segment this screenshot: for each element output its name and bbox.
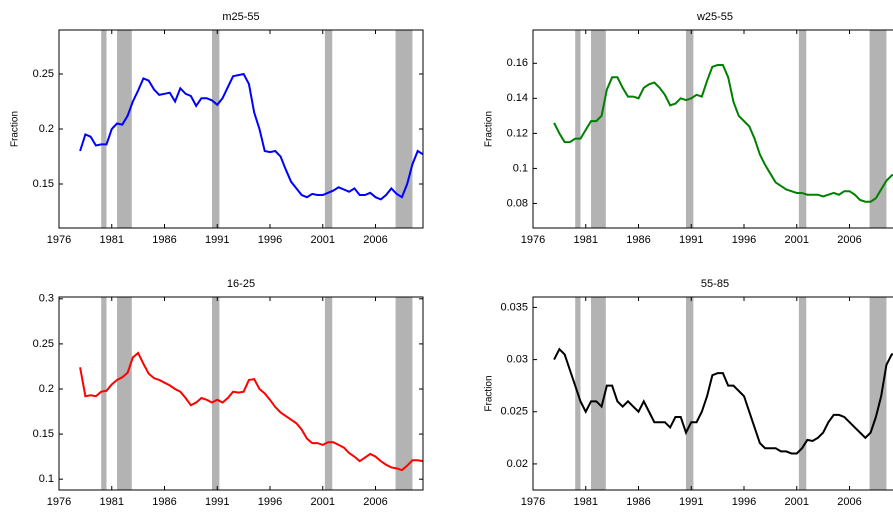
y-tick-label: 0.3 — [39, 293, 54, 305]
subplot-title: m25-55 — [222, 11, 259, 23]
x-tick-label: 1981 — [100, 234, 124, 246]
y-tick-label: 0.25 — [33, 68, 54, 80]
recession-band — [869, 297, 887, 490]
subplot: 1976 1981 1986 1991 1996 2001 2006 0.15 0.2 0.25 m… — [10, 11, 424, 246]
subplot-title: w25-55 — [696, 11, 733, 23]
x-tick-label: 2001 — [785, 234, 809, 246]
y-tick-label: 0.15 — [33, 178, 54, 190]
y-axis-label: Fraction — [484, 111, 495, 147]
x-tick-label: 1996 — [258, 496, 282, 508]
x-tick-label: 1986 — [626, 496, 650, 508]
y-tick-label: 0.16 — [507, 57, 528, 69]
x-tick-label: 1976 — [521, 234, 545, 246]
recession-band — [869, 30, 887, 228]
data-line — [79, 72, 424, 201]
x-tick-label: 2006 — [363, 234, 387, 246]
y-tick-label: 0.1 — [513, 162, 528, 174]
y-tick-label: 0.025 — [500, 406, 528, 418]
y-axis-label: Fraction — [10, 111, 21, 147]
axes-box — [58, 296, 424, 491]
x-tick-label: 2006 — [363, 496, 387, 508]
y-tick-label: 0.035 — [500, 301, 528, 313]
recession-band — [395, 297, 413, 490]
recession-band — [685, 297, 694, 490]
data-line — [553, 347, 893, 455]
recession-band — [211, 30, 220, 228]
x-tick-label: 1976 — [47, 234, 71, 246]
recession-band — [395, 30, 413, 228]
recession-band — [101, 297, 107, 490]
axes-box — [532, 296, 893, 491]
recession-band — [798, 297, 807, 490]
y-tick-label: 0.2 — [39, 123, 54, 135]
x-tick-label: 1991 — [205, 496, 229, 508]
axes-box — [532, 29, 893, 229]
x-tick-label: 1976 — [521, 496, 545, 508]
axes-box — [58, 29, 424, 229]
recession-band — [575, 30, 581, 228]
recession-band — [591, 30, 606, 228]
subplot: 1976 1981 1986 1991 1996 2001 2006 0.08 0.1 0.12 0… — [484, 11, 893, 246]
y-tick-label: 0.08 — [507, 197, 528, 209]
x-tick-label: 1991 — [679, 496, 703, 508]
data-line — [553, 64, 893, 203]
x-tick-label: 1996 — [258, 234, 282, 246]
y-tick-label: 0.03 — [507, 354, 528, 366]
x-tick-label: 1986 — [152, 234, 176, 246]
x-tick-label: 1986 — [152, 496, 176, 508]
recession-band — [324, 297, 333, 490]
y-axis-label: Fraction — [484, 375, 495, 411]
x-tick-label: 1981 — [574, 496, 598, 508]
recession-band — [798, 30, 807, 228]
x-tick-label: 1981 — [574, 234, 598, 246]
x-tick-label: 1986 — [626, 234, 650, 246]
y-tick-label: 0.15 — [33, 428, 54, 440]
recession-band — [101, 30, 107, 228]
y-tick-label: 0.1 — [39, 473, 54, 485]
subplot-title: 16-25 — [227, 278, 255, 290]
subplot-title: 55-85 — [701, 278, 729, 290]
x-tick-label: 1981 — [100, 496, 124, 508]
y-tick-label: 0.14 — [507, 92, 528, 104]
x-tick-label: 1996 — [732, 496, 756, 508]
x-tick-label: 2006 — [837, 496, 861, 508]
y-tick-label: 0.12 — [507, 127, 528, 139]
recession-band — [117, 297, 132, 490]
y-tick-label: 0.2 — [39, 383, 54, 395]
recession-band — [324, 30, 333, 228]
x-tick-label: 1996 — [732, 234, 756, 246]
x-tick-label: 2006 — [837, 234, 861, 246]
x-tick-label: 1991 — [679, 234, 703, 246]
x-tick-label: 1976 — [47, 496, 71, 508]
recession-band — [117, 30, 132, 228]
recession-band — [685, 30, 694, 228]
y-tick-label: 0.25 — [33, 338, 54, 350]
x-tick-label: 2001 — [785, 496, 809, 508]
y-tick-label: 0.02 — [507, 458, 528, 470]
data-line — [79, 351, 424, 472]
subplot: 1976 1981 1986 1991 1996 2001 2006 0.1 0.15 0.2 0.… — [33, 278, 424, 508]
recession-band — [211, 297, 220, 490]
x-tick-label: 1991 — [205, 234, 229, 246]
recession-band — [591, 297, 606, 490]
x-tick-label: 2001 — [311, 496, 335, 508]
x-tick-label: 2001 — [311, 234, 335, 246]
subplot: 1976 1981 1986 1991 1996 2001 2006 0.02 0.025 0.0… — [484, 278, 893, 508]
